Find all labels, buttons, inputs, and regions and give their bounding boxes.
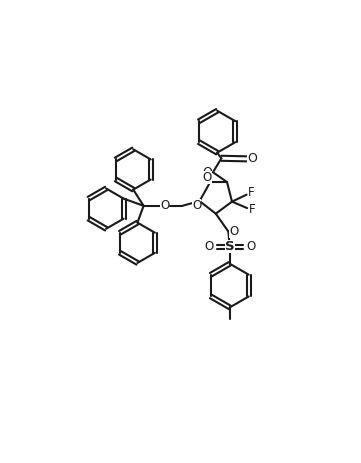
Text: O: O [247, 152, 257, 165]
Text: O: O [229, 225, 239, 238]
Text: O: O [204, 240, 213, 253]
Text: O: O [192, 199, 201, 212]
Text: F: F [249, 203, 256, 216]
Text: F: F [248, 187, 255, 200]
Text: O: O [247, 240, 256, 253]
Text: O: O [202, 166, 212, 179]
Text: S: S [225, 240, 235, 253]
Text: O: O [203, 171, 212, 184]
Text: O: O [160, 200, 170, 213]
